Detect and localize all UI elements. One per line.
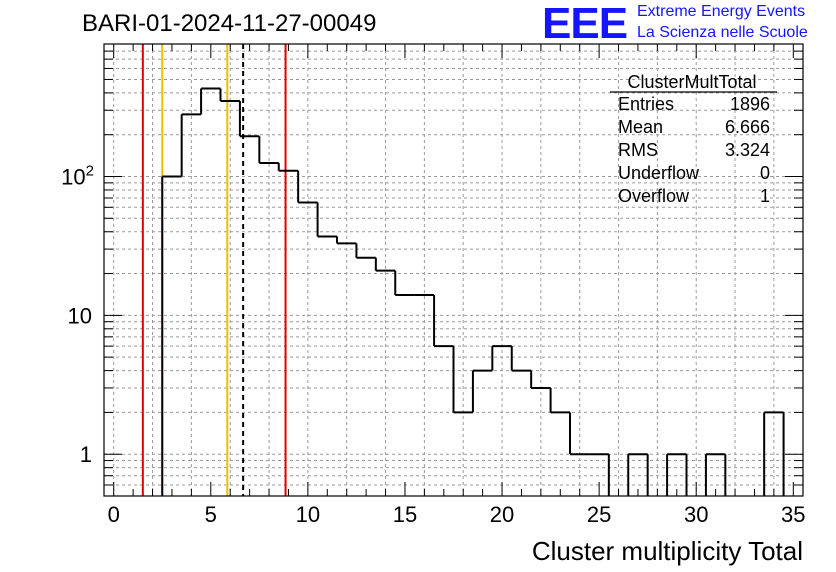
stats-label: Entries (618, 94, 674, 114)
stats-box: ClusterMultTotal Entries 1896 Mean 6.666… (610, 72, 777, 206)
x-tick-label: 30 (684, 502, 708, 527)
marker-lines (141, 44, 287, 496)
logo-tagline-2: La Scienza nelle Scuole (637, 24, 808, 41)
stats-value: 1896 (730, 94, 770, 114)
x-axis-label: Cluster multiplicity Total (532, 536, 803, 566)
axis-ticks (104, 43, 803, 497)
grid-lines (104, 43, 803, 497)
x-tick-label: 15 (393, 502, 417, 527)
y-tick-label: 102 (61, 162, 94, 189)
stats-value: 3.324 (725, 140, 770, 160)
y-tick-label: 10 (68, 303, 92, 328)
x-tick-labels: 0 5 10 15 20 25 30 35 (108, 502, 806, 527)
run-title: BARI-01-2024-11-27-00049 (82, 10, 377, 37)
x-tick-label: 25 (587, 502, 611, 527)
x-tick-label: 10 (296, 502, 320, 527)
stats-label: Overflow (618, 186, 690, 206)
logo-tagline-1: Extreme Energy Events (637, 3, 806, 20)
stats-value: 1 (760, 186, 770, 206)
x-tick-label: 20 (490, 502, 514, 527)
histogram-bins (161, 87, 785, 496)
plot-frame (103, 43, 804, 497)
stats-label: Mean (618, 117, 663, 137)
y-tick-labels: 1 10 102 (61, 162, 94, 467)
stats-title: ClusterMultTotal (627, 72, 756, 92)
stats-label: Underflow (618, 163, 700, 183)
x-tick-label: 0 (108, 502, 120, 527)
x-tick-label: 35 (781, 502, 805, 527)
eee-logo: EEE (542, 0, 628, 48)
stats-value: 6.666 (725, 117, 770, 137)
stats-value: 0 (760, 163, 770, 183)
y-tick-label: 1 (80, 442, 92, 467)
x-tick-label: 5 (205, 502, 217, 527)
stats-label: RMS (618, 140, 658, 160)
